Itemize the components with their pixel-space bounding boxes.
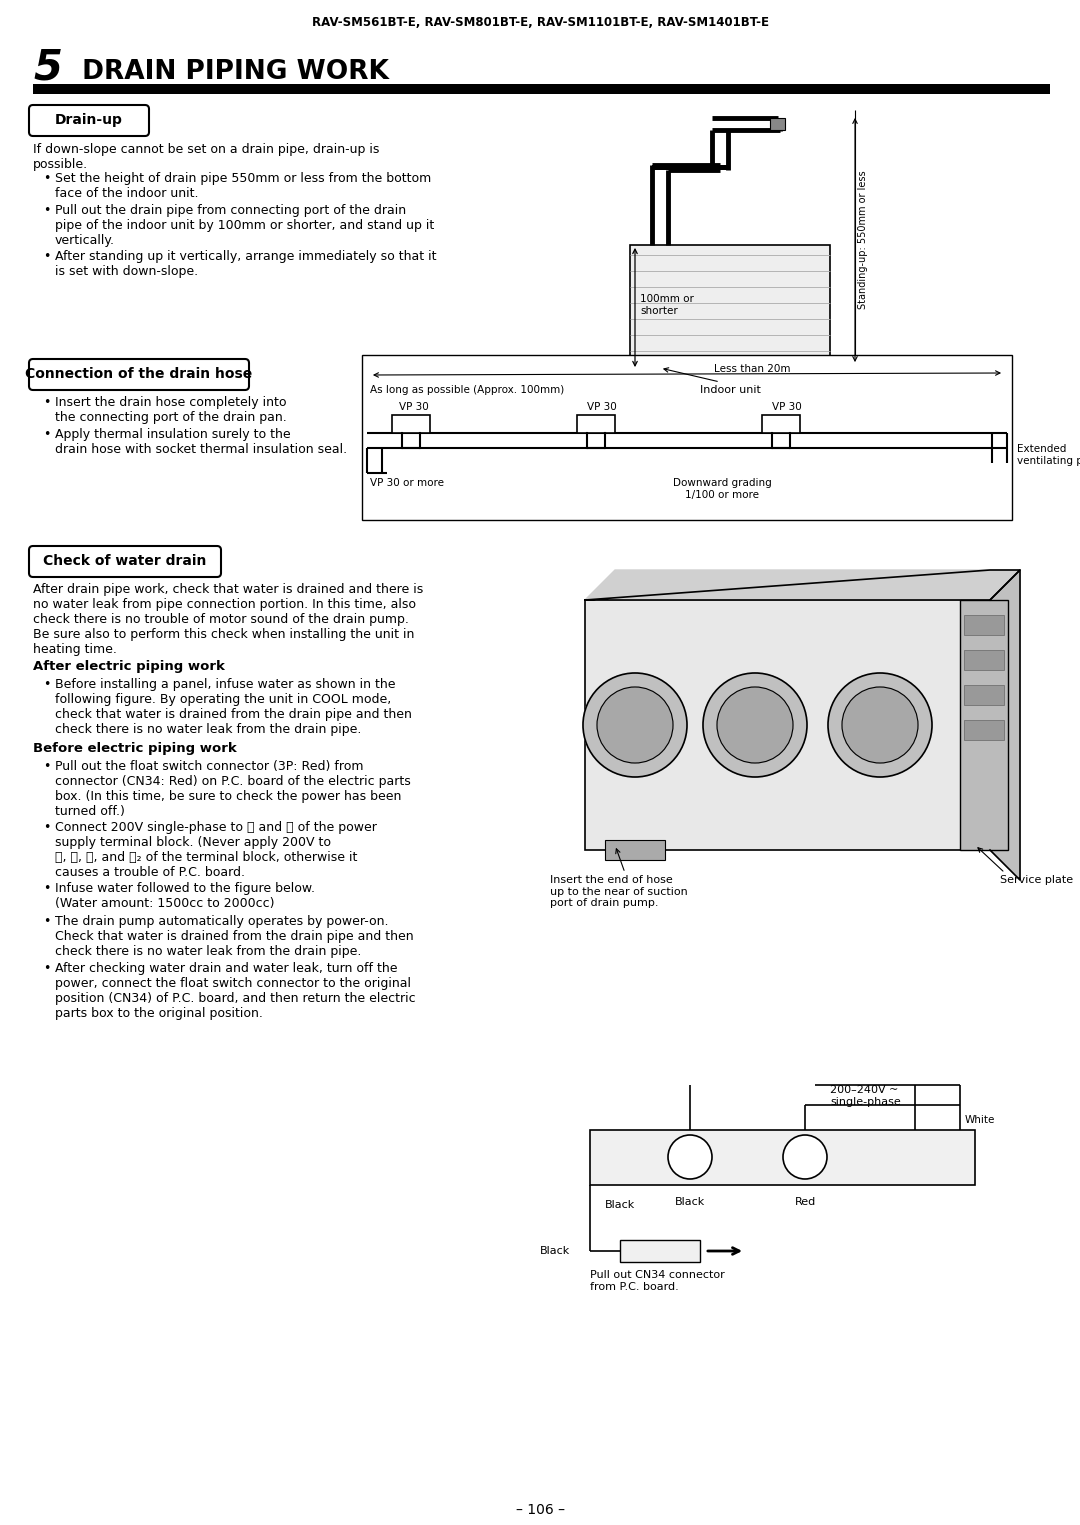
Circle shape xyxy=(783,1135,827,1179)
Text: •: • xyxy=(43,820,51,834)
Text: •: • xyxy=(43,250,51,262)
Text: Black: Black xyxy=(605,1200,635,1209)
Text: Pull out the float switch connector (3P: Red) from
connector (CN34: Red) on P.C.: Pull out the float switch connector (3P:… xyxy=(55,759,410,817)
Text: Pull out CN34 connector
from P.C. board.: Pull out CN34 connector from P.C. board. xyxy=(590,1270,725,1292)
Circle shape xyxy=(597,686,673,762)
Text: DRAIN PIPING WORK: DRAIN PIPING WORK xyxy=(73,59,389,85)
Text: 5: 5 xyxy=(33,47,62,88)
Bar xyxy=(770,117,785,130)
Text: Set the height of drain pipe 550mm or less from the bottom
face of the indoor un: Set the height of drain pipe 550mm or le… xyxy=(55,172,431,200)
Circle shape xyxy=(828,673,932,778)
Text: Red: Red xyxy=(795,1197,815,1206)
Bar xyxy=(392,415,430,433)
Bar xyxy=(362,355,1012,520)
Text: Before electric piping work: Before electric piping work xyxy=(33,743,237,755)
Text: Downward grading
1/100 or more: Downward grading 1/100 or more xyxy=(673,477,771,500)
Text: VP 30 or more: VP 30 or more xyxy=(370,477,444,488)
Text: Connect 200V single-phase to Ⓡ and Ⓢ of the power
supply terminal block. (Never : Connect 200V single-phase to Ⓡ and Ⓢ of … xyxy=(55,820,377,878)
Text: •: • xyxy=(43,915,51,929)
Circle shape xyxy=(717,686,793,762)
Text: VP 30: VP 30 xyxy=(772,403,801,412)
Text: After standing up it vertically, arrange immediately so that it
is set with down: After standing up it vertically, arrange… xyxy=(55,250,436,278)
Text: White: White xyxy=(966,1115,996,1125)
Polygon shape xyxy=(585,570,1020,599)
Text: Insert the end of hose
up to the near of suction
port of drain pump.: Insert the end of hose up to the near of… xyxy=(550,875,688,909)
Text: 200–240V ~
single-phase: 200–240V ~ single-phase xyxy=(831,1084,901,1107)
Text: Service plate: Service plate xyxy=(1000,875,1074,884)
Bar xyxy=(964,615,1004,634)
Bar xyxy=(585,599,990,849)
Text: After electric piping work: After electric piping work xyxy=(33,660,225,673)
Polygon shape xyxy=(990,570,1020,880)
Bar xyxy=(652,165,720,169)
Text: The drain pump automatically operates by power-on.
Check that water is drained f: The drain pump automatically operates by… xyxy=(55,915,414,958)
Text: Apply thermal insulation surely to the
drain hose with socket thermal insulation: Apply thermal insulation surely to the d… xyxy=(55,429,347,456)
Circle shape xyxy=(703,673,807,778)
Bar xyxy=(712,165,728,169)
Text: If down-slope cannot be set on a drain pipe, drain-up is
possible.: If down-slope cannot be set on a drain p… xyxy=(33,143,379,171)
Text: Black: Black xyxy=(540,1246,570,1257)
Circle shape xyxy=(669,1135,712,1179)
Circle shape xyxy=(583,673,687,778)
Text: After drain pipe work, check that water is drained and there is
no water leak fr: After drain pipe work, check that water … xyxy=(33,583,423,656)
Text: Pull out the drain pipe from connecting port of the drain
pipe of the indoor uni: Pull out the drain pipe from connecting … xyxy=(55,204,434,247)
Text: •: • xyxy=(43,759,51,773)
Text: After checking water drain and water leak, turn off the
power, connect the float: After checking water drain and water lea… xyxy=(55,962,416,1020)
Text: •: • xyxy=(43,396,51,409)
Circle shape xyxy=(842,686,918,762)
Bar xyxy=(33,84,1050,95)
Text: RAV-SM561BT-E, RAV-SM801BT-E, RAV-SM1101BT-E, RAV-SM1401BT-E: RAV-SM561BT-E, RAV-SM801BT-E, RAV-SM1101… xyxy=(311,15,769,29)
Text: Standing-up: 550mm or less: Standing-up: 550mm or less xyxy=(858,171,868,310)
Text: Connection of the drain hose: Connection of the drain hose xyxy=(25,368,253,381)
Text: Less than 20m: Less than 20m xyxy=(714,364,791,374)
Text: VP 30: VP 30 xyxy=(400,403,429,412)
FancyBboxPatch shape xyxy=(29,358,249,390)
Bar xyxy=(620,1240,700,1263)
Text: Drain-up: Drain-up xyxy=(55,113,123,127)
FancyBboxPatch shape xyxy=(29,546,221,576)
Text: – 106 –: – 106 – xyxy=(515,1504,565,1517)
Bar xyxy=(590,1130,975,1185)
Text: •: • xyxy=(43,962,51,974)
Text: Insert the drain hose completely into
the connecting port of the drain pan.: Insert the drain hose completely into th… xyxy=(55,396,287,424)
Text: Extended
ventilating pipe: Extended ventilating pipe xyxy=(1017,444,1080,465)
Bar xyxy=(630,246,831,371)
Text: As long as possible (Approx. 100mm): As long as possible (Approx. 100mm) xyxy=(370,384,564,395)
Bar xyxy=(964,720,1004,740)
Text: •: • xyxy=(43,881,51,895)
Text: Before installing a panel, infuse water as shown in the
following figure. By ope: Before installing a panel, infuse water … xyxy=(55,679,411,737)
Text: •: • xyxy=(43,679,51,691)
Text: •: • xyxy=(43,204,51,217)
Text: •: • xyxy=(43,172,51,185)
Bar xyxy=(964,650,1004,669)
Text: •: • xyxy=(43,429,51,441)
Text: VP 30: VP 30 xyxy=(588,403,617,412)
Bar xyxy=(964,685,1004,705)
Bar xyxy=(577,415,615,433)
Text: Black: Black xyxy=(675,1197,705,1206)
Text: Check of water drain: Check of water drain xyxy=(43,554,206,567)
FancyBboxPatch shape xyxy=(29,105,149,136)
Text: Infuse water followed to the figure below.
(Water amount: 1500cc to 2000cc): Infuse water followed to the figure belo… xyxy=(55,881,315,910)
Bar xyxy=(605,840,665,860)
Text: 100mm or
shorter: 100mm or shorter xyxy=(640,294,693,316)
Bar xyxy=(762,415,800,433)
Bar xyxy=(960,599,1008,849)
Text: Indoor unit: Indoor unit xyxy=(700,384,760,395)
